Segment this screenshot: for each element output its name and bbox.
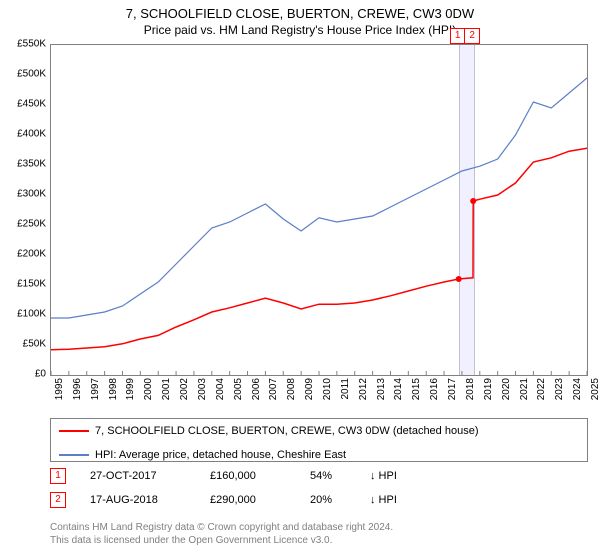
- ytick-label: £550K: [17, 39, 46, 50]
- legend-row: HPI: Average price, detached house, Ches…: [51, 443, 587, 467]
- chart-subtitle: Price paid vs. HM Land Registry's House …: [0, 21, 600, 41]
- txn-date: 17-AUG-2018: [90, 494, 210, 506]
- txn-marker: 2: [50, 492, 66, 508]
- xtick-label: 2024: [572, 378, 583, 400]
- legend-row: 7, SCHOOLFIELD CLOSE, BUERTON, CREWE, CW…: [51, 419, 587, 443]
- series-hpi: [51, 78, 587, 318]
- xtick-label: 2002: [179, 378, 190, 400]
- legend-label: 7, SCHOOLFIELD CLOSE, BUERTON, CREWE, CW…: [95, 425, 479, 437]
- xtick-label: 2008: [286, 378, 297, 400]
- xtick-label: 2000: [143, 378, 154, 400]
- xtick-label: 2010: [322, 378, 333, 400]
- ytick-label: £300K: [17, 189, 46, 200]
- txn-marker: 1: [50, 468, 66, 484]
- xtick-label: 2004: [215, 378, 226, 400]
- footer-line-2: This data is licensed under the Open Gov…: [50, 535, 586, 546]
- xtick-label: 1996: [72, 378, 83, 400]
- txn-date: 27-OCT-2017: [90, 470, 210, 482]
- xtick-label: 1999: [125, 378, 136, 400]
- chart-title: 7, SCHOOLFIELD CLOSE, BUERTON, CREWE, CW…: [0, 0, 600, 21]
- xtick-label: 2013: [376, 378, 387, 400]
- transaction-row-2: 2 17-AUG-2018£290,00020%↓ HPI: [50, 492, 586, 508]
- ytick-label: £250K: [17, 219, 46, 230]
- ytick-label: £50K: [23, 339, 46, 350]
- ytick-label: £350K: [17, 159, 46, 170]
- xtick-label: 1995: [54, 378, 65, 400]
- xtick-label: 2014: [393, 378, 404, 400]
- xtick-label: 2011: [340, 378, 351, 400]
- chart-svg: [51, 45, 587, 375]
- legend-swatch: [59, 454, 89, 456]
- ytick-label: £450K: [17, 99, 46, 110]
- xtick-label: 2003: [197, 378, 208, 400]
- txn-dir: ↓ HPI: [370, 494, 397, 506]
- legend-box: 7, SCHOOLFIELD CLOSE, BUERTON, CREWE, CW…: [50, 418, 588, 462]
- footer-line-1: Contains HM Land Registry data © Crown c…: [50, 522, 586, 533]
- xtick-label: 2020: [501, 378, 512, 400]
- series-property: [51, 148, 587, 350]
- xtick-label: 2022: [536, 378, 547, 400]
- plot-area: [50, 44, 588, 376]
- ytick-label: £400K: [17, 129, 46, 140]
- txn-price: £290,000: [210, 494, 310, 506]
- txn-dir: ↓ HPI: [370, 470, 397, 482]
- xtick-label: 2018: [465, 378, 476, 400]
- ytick-label: £100K: [17, 309, 46, 320]
- legend-label: HPI: Average price, detached house, Ches…: [95, 449, 346, 461]
- xtick-label: 2006: [251, 378, 262, 400]
- transaction-row-1: 1 27-OCT-2017£160,00054%↓ HPI: [50, 468, 586, 484]
- txn-pct: 54%: [310, 470, 370, 482]
- xtick-label: 2007: [268, 378, 279, 400]
- xtick-label: 2001: [161, 378, 172, 400]
- xtick-label: 1998: [108, 378, 119, 400]
- xtick-label: 2017: [447, 378, 458, 400]
- chart-container: 7, SCHOOLFIELD CLOSE, BUERTON, CREWE, CW…: [0, 0, 600, 560]
- xtick-label: 2015: [411, 378, 422, 400]
- xtick-label: 2005: [233, 378, 244, 400]
- legend-swatch: [59, 430, 89, 432]
- txn-price: £160,000: [210, 470, 310, 482]
- xtick-label: 2023: [554, 378, 565, 400]
- xtick-label: 1997: [90, 378, 101, 400]
- ytick-label: £200K: [17, 249, 46, 260]
- xtick-label: 2021: [519, 378, 530, 400]
- xtick-label: 2019: [483, 378, 494, 400]
- chart-marker-2: 2: [464, 28, 480, 44]
- ytick-label: £0: [35, 369, 46, 380]
- txn-pct: 20%: [310, 494, 370, 506]
- ytick-label: £500K: [17, 69, 46, 80]
- xtick-label: 2016: [429, 378, 440, 400]
- xtick-label: 2009: [304, 378, 315, 400]
- xtick-label: 2025: [590, 378, 600, 400]
- xtick-label: 2012: [358, 378, 369, 400]
- ytick-label: £150K: [17, 279, 46, 290]
